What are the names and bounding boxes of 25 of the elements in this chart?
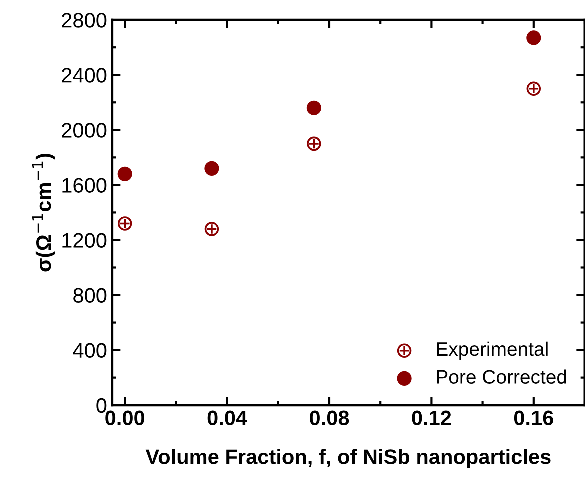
point xyxy=(204,222,220,236)
y-tick-label: 2000 xyxy=(62,123,107,138)
x-tick-label: 0.12 xyxy=(412,410,452,426)
point xyxy=(526,30,542,46)
point xyxy=(307,136,322,152)
x-axis-title: Volume Fraction, f, of NiSb nanoparticles xyxy=(146,449,551,468)
point xyxy=(306,100,322,116)
point xyxy=(526,82,542,96)
y-tick-label: 0 xyxy=(96,398,107,414)
y-tick-label: 800 xyxy=(74,288,107,304)
x-tick-label: 0.00 xyxy=(106,410,145,426)
y-tick-label: 2400 xyxy=(62,68,107,83)
x-tick-label: 0.04 xyxy=(208,410,248,426)
y-axis-title: σ(Ω$^{−1}$cm$^{−1}$) xyxy=(32,154,56,272)
point xyxy=(118,216,132,231)
x-tick-label: 0.16 xyxy=(514,410,554,426)
point xyxy=(118,166,132,182)
legend-label: Pore Corrected xyxy=(437,370,566,384)
legend-label: Experimental xyxy=(437,342,548,360)
y-tick-label: 1200 xyxy=(62,233,107,248)
x-tick-label: 0.08 xyxy=(310,410,350,426)
point xyxy=(204,161,220,176)
y-tick-label: 400 xyxy=(73,343,107,358)
y-tick-label: 2800 xyxy=(62,13,107,28)
y-tick-label: 1600 xyxy=(62,178,107,193)
